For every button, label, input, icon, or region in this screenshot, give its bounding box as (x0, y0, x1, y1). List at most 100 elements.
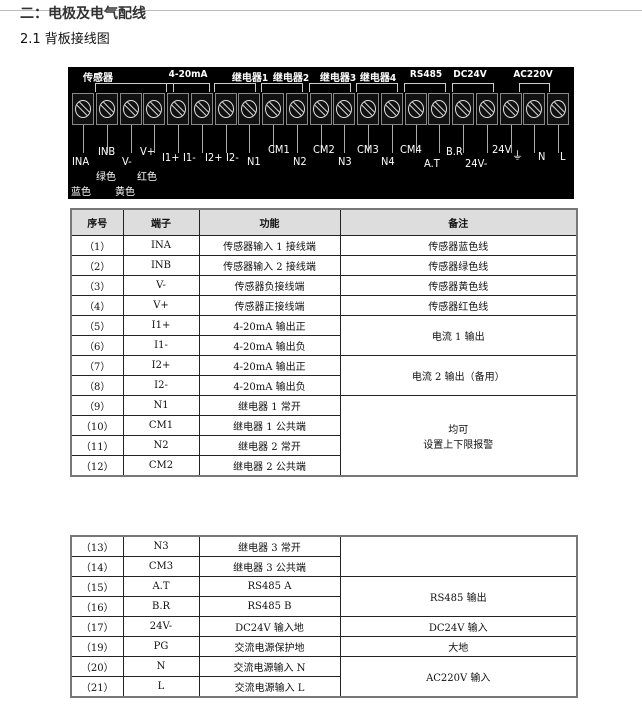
wire-lead (558, 125, 559, 153)
cell-index: （3） (70, 275, 124, 296)
cell-note: 传感器红色线 (339, 295, 578, 316)
terminal-screw (428, 93, 451, 125)
cell-note: 传感器蓝色线 (339, 235, 578, 256)
cell-note: 传感器黄色线 (339, 275, 578, 296)
cell-terminal: B.R (122, 596, 200, 617)
terminal-label: INA (72, 155, 90, 168)
cell-function: 4-20mA 输出负 (198, 375, 341, 396)
cell-index: （21） (70, 676, 124, 698)
terminal-group-label: 传感器 (83, 73, 113, 84)
wire-lead (178, 125, 179, 153)
terminal-label: L (560, 150, 566, 163)
cell-terminal: V+ (122, 295, 200, 316)
cell-index: （5） (70, 315, 124, 336)
screw-icon (478, 100, 495, 118)
wire-color-label-blue: 蓝色 (71, 187, 91, 198)
cell-note (339, 535, 578, 577)
cell-function: 4-20mA 输出正 (198, 355, 341, 376)
cell-terminal: N (122, 656, 200, 677)
terminal-label: INB (98, 145, 116, 158)
cell-terminal: N2 (122, 435, 200, 456)
screw-icon (217, 100, 234, 118)
group-bracket (404, 83, 446, 92)
cell-terminal: L (122, 676, 200, 698)
wire-lead (249, 125, 251, 153)
cell-function: 4-20mA 输出负 (198, 335, 341, 356)
screw-icon (312, 100, 329, 118)
cell-function: RS485 A (198, 576, 341, 597)
cell-terminal: PG (122, 636, 200, 657)
terminal-label: ⏚ (512, 149, 523, 162)
cell-function: 继电器 1 公共端 (198, 415, 341, 436)
backplane-wiring-diagram: 传感器 4-20mA 继电器1 继电器2 继电器3 继电器4 RS485 DC24V AC220… (68, 67, 574, 199)
terminal-screw (475, 93, 498, 125)
cell-note: 均可 设置上下限报警 (339, 395, 578, 477)
cell-function: 继电器 3 公共端 (198, 556, 341, 577)
cell-function: 传感器正接线端 (198, 295, 341, 316)
wire-color-label-yellow: 黄色 (115, 187, 135, 198)
terminal-label: A.T (424, 157, 440, 170)
cell-index: （12） (70, 455, 124, 477)
screw-icon (241, 100, 258, 118)
cell-note: 电流 2 输出（备用） (339, 355, 578, 396)
terminal-screw (380, 93, 403, 125)
terminal-screw (214, 93, 237, 125)
cell-index: （2） (70, 255, 124, 276)
wire-lead (439, 125, 441, 153)
cell-terminal: N3 (122, 535, 200, 557)
cell-terminal: I2+ (122, 355, 200, 376)
cell-note: AC220V 输入 (339, 656, 578, 698)
cell-note: RS485 输出 (339, 576, 578, 617)
cell-terminal: I1- (122, 335, 200, 356)
terminal-label: I2- (226, 151, 239, 164)
cell-function: 传感器输入 1 接线端 (198, 235, 341, 256)
cell-index: （11） (70, 435, 124, 456)
table-row: （15） A.T RS485 A RS485 输出 (70, 576, 578, 617)
terminal-label: CM2 (313, 143, 335, 156)
cell-index: （17） (70, 616, 124, 637)
wire-lead (534, 125, 536, 153)
terminal-screw (190, 93, 213, 125)
cell-index: （16） (70, 596, 124, 617)
table-row: （1） INA 传感器输入 1 接线端 传感器蓝色线 (70, 235, 578, 256)
header-note: 备注 (339, 208, 578, 236)
screw-icon (265, 100, 281, 118)
group-bracket (309, 83, 351, 92)
terminal-label: V+ (140, 145, 156, 158)
cell-terminal: CM2 (122, 455, 200, 477)
terminal-label: CM4 (400, 143, 422, 156)
cell-function: 继电器 1 常开 (198, 395, 341, 416)
terminal-screw (285, 93, 308, 125)
screw-icon (98, 100, 115, 118)
screw-icon (336, 100, 353, 118)
terminal-screw (333, 93, 356, 125)
wire-lead (106, 125, 108, 153)
terminal-label: B.R (446, 145, 463, 158)
terminal-group-label: 继电器4 (359, 73, 397, 84)
terminal-group-label: AC220V (513, 69, 553, 80)
table-row: （19） PG 交流电源保护地 大地 (70, 636, 578, 657)
group-bracket (214, 83, 256, 92)
terminal-label: N3 (338, 155, 352, 168)
terminal-label: N1 (247, 155, 261, 168)
terminal-label: I1+ (162, 151, 180, 164)
terminal-screw (119, 93, 142, 125)
cell-index: （14） (70, 556, 124, 577)
screw-icon (431, 100, 448, 118)
terminal-table-2: （13） N3 继电器 3 常开 （14） CM3 继电器 3 公共端 （15） A.T RS4… (70, 535, 578, 698)
screw-icon (288, 100, 305, 118)
cell-note: 传感器绿色线 (339, 255, 578, 276)
cell-index: （6） (70, 335, 124, 356)
wire-lead (273, 125, 274, 153)
terminal-screw (452, 93, 474, 125)
terminal-group-label: RS485 (409, 69, 443, 80)
terminal-screw (72, 93, 94, 125)
terminal-screw (238, 93, 261, 125)
subsection-heading: 2.1 背板接线图 (20, 32, 110, 47)
terminal-label: I2+ (205, 151, 223, 164)
wire-lead (320, 125, 322, 153)
screw-icon (550, 100, 566, 118)
cell-function: 传感器输入 2 接线端 (198, 255, 341, 276)
cell-terminal: INB (122, 255, 200, 276)
wire-lead (391, 125, 393, 153)
